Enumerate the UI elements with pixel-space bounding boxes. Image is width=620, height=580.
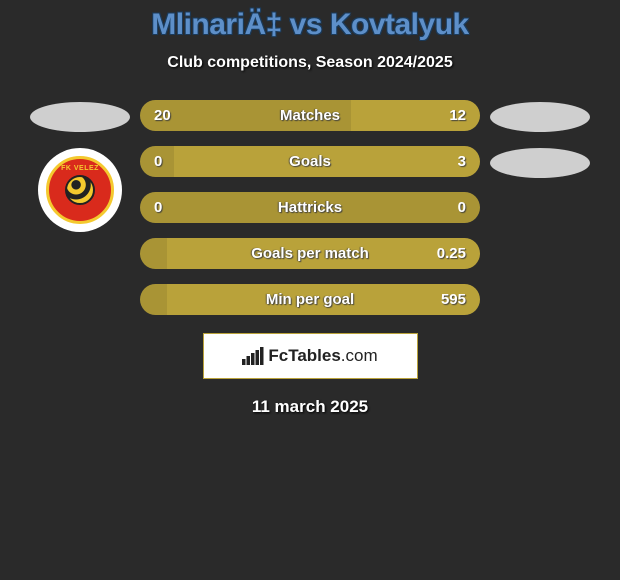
player-left-ellipse <box>30 102 130 132</box>
stat-left-value: 20 <box>154 107 171 124</box>
page-title: MlinariÄ‡ vs Kovtalyuk <box>0 8 620 42</box>
comparison-container: MlinariÄ‡ vs Kovtalyuk Club competitions… <box>0 0 620 417</box>
stat-label: Goals <box>289 153 331 170</box>
brand-name-main: FcTables <box>268 346 340 365</box>
right-player-column <box>490 100 590 178</box>
stat-right-value: 3 <box>458 153 466 170</box>
stat-right-value: 0.25 <box>437 245 466 262</box>
stat-left-value: 0 <box>154 153 162 170</box>
subtitle: Club competitions, Season 2024/2025 <box>0 54 620 72</box>
soccer-ball-icon <box>65 175 95 205</box>
brand-logo-box[interactable]: FcTables.com <box>203 333 418 379</box>
club-badge-left: FK VELEZ <box>38 148 122 232</box>
stat-label: Matches <box>280 107 340 124</box>
stat-bar-matches: 20 Matches 12 <box>140 100 480 131</box>
club-badge-inner: FK VELEZ <box>46 156 114 224</box>
brand-name: FcTables.com <box>268 346 377 366</box>
stat-label: Hattricks <box>278 199 342 216</box>
stat-right-value: 12 <box>449 107 466 124</box>
player-right-ellipse-1 <box>490 102 590 132</box>
badge-text: FK VELEZ <box>61 165 99 172</box>
stat-right-value: 595 <box>441 291 466 308</box>
stat-bar-goals: 0 Goals 3 <box>140 146 480 177</box>
stat-bar-goals-per-match: Goals per match 0.25 <box>140 238 480 269</box>
stat-bar-hattricks: 0 Hattricks 0 <box>140 192 480 223</box>
player-right-ellipse-2 <box>490 148 590 178</box>
brand-name-suffix: .com <box>341 346 378 365</box>
main-row: FK VELEZ 20 Matches 12 0 Goals 3 0 Hattricks 0 Go… <box>0 100 620 315</box>
stat-left-value: 0 <box>154 199 162 216</box>
stat-label: Min per goal <box>266 291 354 308</box>
left-player-column: FK VELEZ <box>30 100 130 232</box>
chart-icon <box>242 347 264 365</box>
stat-bar-min-per-goal: Min per goal 595 <box>140 284 480 315</box>
stats-bars: 20 Matches 12 0 Goals 3 0 Hattricks 0 Goals per m… <box>140 100 480 315</box>
stat-label: Goals per match <box>251 245 369 262</box>
stat-right-value: 0 <box>458 199 466 216</box>
date-label: 11 march 2025 <box>0 397 620 417</box>
